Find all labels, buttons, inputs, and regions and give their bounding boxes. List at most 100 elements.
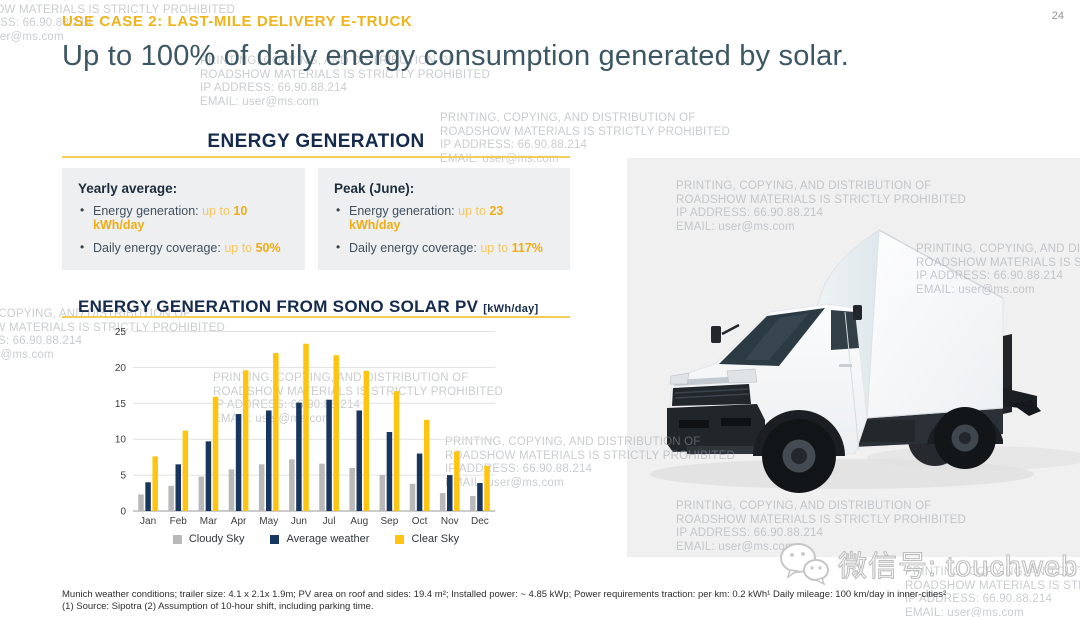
bar-nov-average-weather — [447, 475, 453, 511]
bar-feb-average-weather — [175, 464, 181, 511]
bar-jul-average-weather — [326, 399, 332, 511]
bullet-value: 117% — [511, 241, 543, 255]
x-tick-label: Feb — [170, 516, 188, 527]
bar-nov-clear-sky — [454, 451, 460, 511]
watermark-line: PRINTING, COPYING, AND DISTRIBUTION OF — [0, 0, 235, 4]
card-bullet: Energy generation: up to 23 kWh/day — [334, 203, 556, 232]
footnote-line-2: (1) Source: Sipotra (2) Assumption of 10… — [62, 601, 374, 612]
card-bullet: Daily energy coverage: up to 50% — [78, 240, 291, 255]
bar-feb-cloudy-sky — [168, 485, 174, 511]
bar-oct-clear-sky — [423, 419, 430, 511]
bar-dec-clear-sky — [484, 465, 490, 511]
bullet-qualifier: up to — [224, 241, 256, 255]
legend-label: Cloudy Sky — [188, 533, 245, 545]
bullet-qualifier: up to — [480, 241, 512, 255]
chart-title-text: ENERGY GENERATION FROM SONO SOLAR PV — [78, 297, 479, 316]
bar-jan-clear-sky — [152, 456, 158, 511]
bar-sep-cloudy-sky — [379, 475, 386, 511]
yellow-rule — [62, 316, 570, 318]
bar-may-cloudy-sky — [258, 464, 265, 511]
bar-jun-clear-sky — [303, 343, 309, 511]
bar-aug-clear-sky — [363, 370, 370, 511]
x-tick-label: Jun — [291, 516, 307, 527]
legend-item-cloudy-sky: Cloudy Sky — [172, 533, 245, 545]
bar-oct-average-weather — [416, 453, 423, 511]
wechat-icon — [780, 543, 829, 586]
bullet-qualifier: up to — [458, 204, 490, 218]
x-tick-label: Aug — [350, 516, 368, 527]
truck-image — [650, 229, 1080, 493]
bullet-label: Daily energy coverage: — [349, 241, 481, 255]
legend-swatch — [395, 534, 405, 544]
legend-label: Clear Sky — [411, 533, 460, 545]
bar-jun-average-weather — [296, 402, 302, 511]
x-tick-label: Oct — [412, 516, 428, 527]
bullet-label: Daily energy coverage: — [93, 241, 225, 255]
bullet-label: Energy generation: — [93, 204, 203, 218]
chart-title: ENERGY GENERATION FROM SONO SOLAR PV [kWh… — [62, 297, 570, 317]
bar-mar-cloudy-sky — [198, 476, 205, 511]
bar-jul-clear-sky — [333, 355, 339, 511]
bar-aug-average-weather — [356, 410, 362, 511]
card-peak-june: Peak (June): Energy generation: up to 23… — [318, 168, 570, 270]
slide-title: Up to 100% of daily energy consumption g… — [62, 40, 850, 72]
bar-apr-average-weather — [235, 414, 242, 511]
y-tick-label: 20 — [115, 363, 127, 374]
bar-jun-cloudy-sky — [289, 459, 295, 511]
y-tick-label: 25 — [115, 327, 127, 338]
page-number: 24 — [1051, 10, 1064, 22]
x-tick-label: Sep — [381, 516, 399, 527]
legend-swatch — [172, 534, 182, 544]
card-bullet: Energy generation: up to 10 kWh/day — [78, 203, 291, 232]
wechat-id-text: 微信号: touchweb — [837, 550, 1079, 583]
bar-nov-cloudy-sky — [439, 493, 446, 511]
card-heading: Peak (June): — [334, 181, 415, 196]
bar-apr-clear-sky — [242, 370, 249, 511]
y-tick-label: 0 — [120, 507, 126, 518]
footnote-line-1: Munich weather conditions; trailer size:… — [62, 589, 947, 600]
bar-dec-cloudy-sky — [470, 495, 476, 511]
legend-item-clear-sky: Clear Sky — [395, 533, 459, 545]
bar-dec-average-weather — [477, 483, 483, 511]
x-tick-label: Jan — [140, 516, 156, 527]
wechat-badge: 微信号: touchweb — [778, 541, 1078, 587]
bar-feb-clear-sky — [182, 430, 189, 511]
y-tick-label: 15 — [115, 399, 127, 410]
card-bullet: Daily energy coverage: up to 117% — [334, 240, 556, 255]
y-tick-label: 5 — [120, 471, 126, 482]
x-tick-label: Dec — [471, 516, 489, 527]
bullet-value: 10 kWh/day — [93, 204, 248, 232]
bullet-value: 50% — [255, 241, 281, 255]
bar-may-clear-sky — [273, 353, 279, 511]
x-tick-label: Apr — [231, 516, 247, 527]
bar-jan-cloudy-sky — [138, 494, 144, 511]
section-title-energy-generation: ENERGY GENERATION — [207, 131, 425, 152]
bar-aug-cloudy-sky — [349, 467, 355, 511]
x-tick-label: Mar — [200, 516, 218, 527]
bar-chart: 0 5 10 15 20 25 Jan Feb Mar Apr May Jun Jul Aug Sep Oct… — [115, 327, 495, 527]
watermark-line: IP ADDRESS: 66.90.88.214 — [200, 82, 348, 95]
chart-legend: Cloudy Sky Average weather Clear Sky — [62, 533, 570, 545]
bar-mar-clear-sky — [212, 396, 219, 511]
bar-oct-cloudy-sky — [409, 483, 416, 511]
bar-sep-average-weather — [386, 432, 393, 511]
stat-cards: Yearly average: Energy generation: up to… — [62, 168, 570, 270]
use-case-kicker: USE CASE 2: LAST-MILE DELIVERY E-TRUCK — [62, 13, 413, 30]
footnotes: Munich weather conditions; trailer size:… — [62, 589, 946, 613]
bar-jul-cloudy-sky — [319, 463, 325, 511]
x-tick-label: Jul — [323, 516, 336, 527]
yellow-rule — [62, 156, 570, 158]
bullet-label: Energy generation: — [349, 204, 459, 218]
watermark-line: EMAIL: user@ms.com — [200, 95, 319, 108]
legend-item-average-weather: Average weather — [270, 533, 369, 545]
bar-jan-average-weather — [145, 482, 151, 511]
bar-sep-clear-sky — [393, 391, 400, 511]
y-tick-label: 10 — [115, 435, 127, 446]
x-tick-label: Nov — [441, 516, 459, 527]
legend-label: Average weather — [286, 533, 370, 545]
bar-apr-cloudy-sky — [228, 469, 235, 511]
watermark-line: PRINTING, COPYING, AND DISTRIBUTION OF — [440, 112, 696, 124]
truck-image-panel — [627, 158, 1080, 557]
legend-swatch — [270, 534, 280, 544]
